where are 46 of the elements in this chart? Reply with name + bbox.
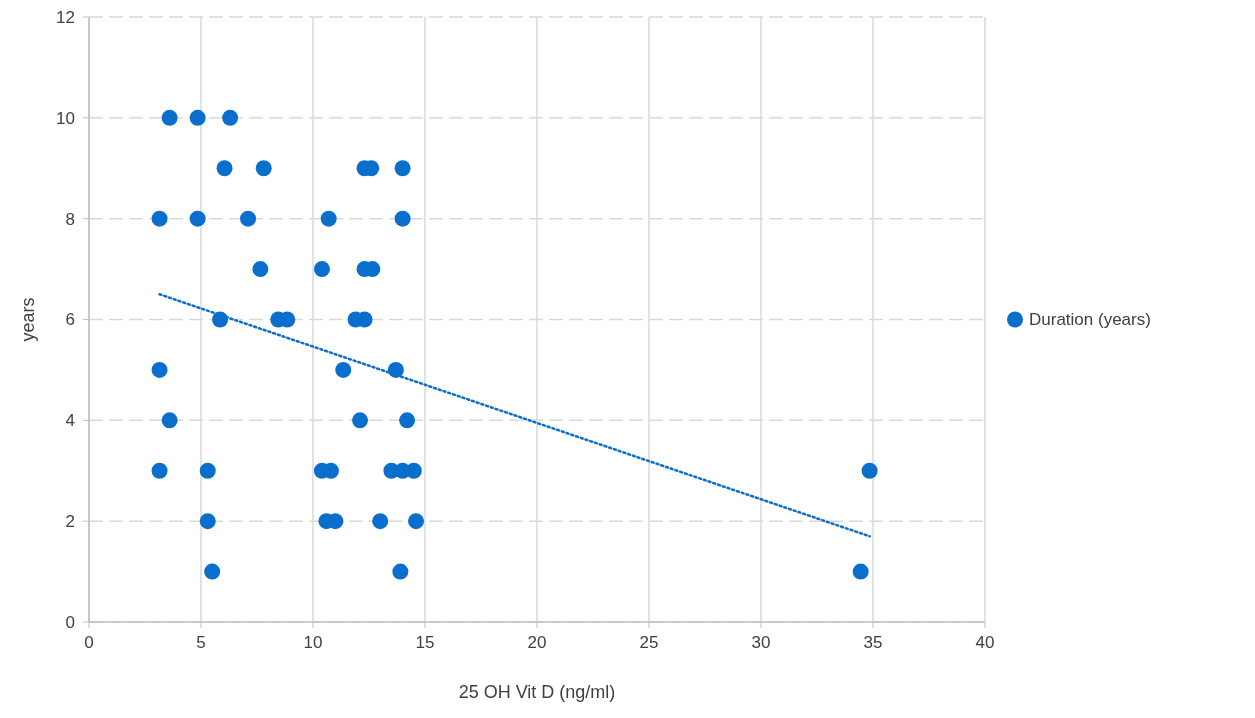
- point: [394, 160, 411, 177]
- point: [399, 412, 416, 429]
- y-tick-label: 12: [56, 7, 75, 27]
- point: [394, 210, 411, 227]
- x-tick-label: 40: [975, 633, 995, 652]
- x-tick-label: 15: [415, 633, 435, 652]
- point: [161, 109, 178, 126]
- y-tick-label: 10: [56, 108, 75, 128]
- point: [151, 462, 168, 479]
- point: [151, 210, 168, 227]
- point: [408, 513, 425, 530]
- x-tick-label: 25: [639, 633, 659, 652]
- point: [313, 261, 330, 278]
- point: [151, 361, 168, 378]
- y-tick-label: 4: [65, 411, 75, 431]
- x-tick-label: 35: [863, 633, 883, 652]
- legend-label: Duration (years): [1029, 310, 1151, 330]
- y-tick-label: 8: [65, 209, 75, 229]
- point: [852, 563, 869, 580]
- point: [861, 462, 878, 479]
- x-tick-label: 10: [303, 633, 323, 652]
- x-tick-label: 30: [751, 633, 771, 652]
- point: [255, 160, 272, 177]
- point: [216, 160, 233, 177]
- point: [204, 563, 221, 580]
- x-tick-label: 0: [84, 633, 94, 652]
- point: [189, 210, 206, 227]
- point: [199, 462, 216, 479]
- y-tick-label: 0: [65, 612, 75, 632]
- point: [372, 513, 389, 530]
- point: [199, 513, 216, 530]
- y-tick-label: 2: [65, 512, 75, 532]
- point: [161, 412, 178, 429]
- x-tick-label: 20: [527, 633, 547, 652]
- point: [252, 261, 269, 278]
- point: [352, 412, 369, 429]
- point: [392, 563, 409, 580]
- x-axis-title: 25 OH Vit D (ng/ml): [458, 682, 616, 702]
- point: [335, 361, 352, 378]
- x-tick-label: 5: [196, 633, 206, 652]
- y-axis-title: years: [18, 297, 38, 342]
- y-tick-label: 6: [65, 310, 75, 330]
- point: [222, 109, 239, 126]
- point: [320, 210, 337, 227]
- point: [189, 109, 206, 126]
- point: [240, 210, 257, 227]
